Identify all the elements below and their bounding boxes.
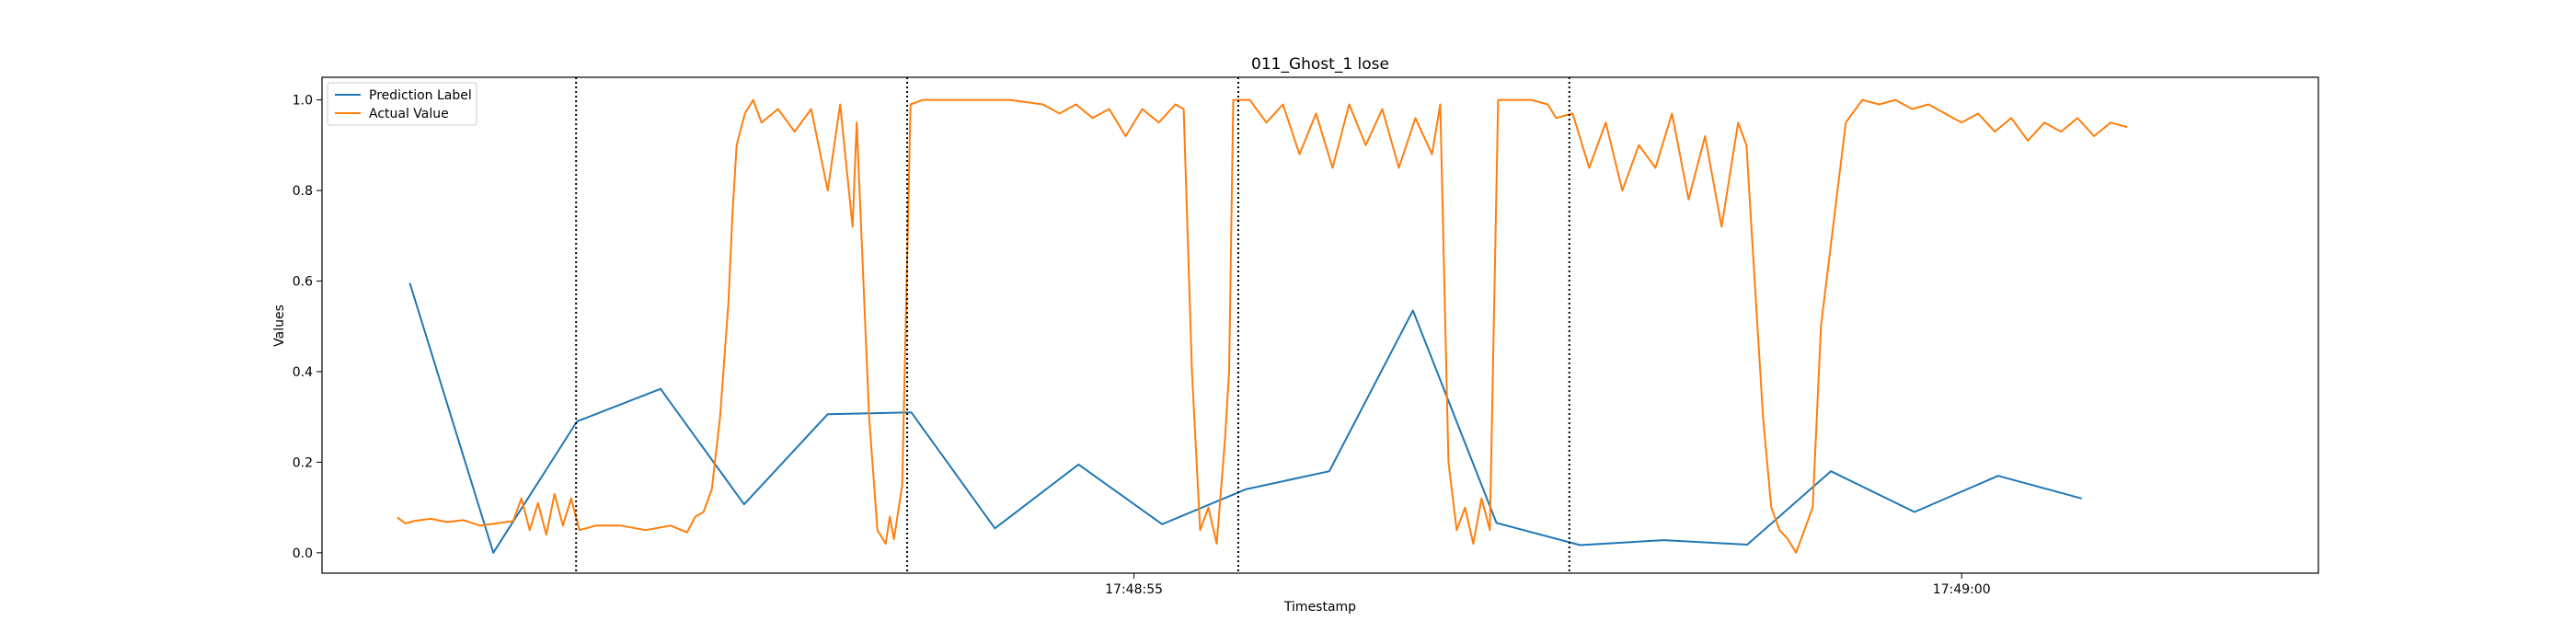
plot-area — [397, 77, 2128, 573]
axes-frame — [321, 76, 2319, 574]
y-tick-label: 0.2 — [293, 455, 313, 470]
legend-label-actual-value: Actual Value — [369, 107, 449, 121]
y-tick-label: 0.0 — [293, 546, 313, 561]
y-axis-label: Values — [272, 305, 287, 347]
legend-box — [327, 82, 477, 126]
y-tick-label: 0.4 — [293, 365, 313, 380]
y-tick-label: 0.6 — [293, 275, 313, 290]
series-line-actual-value — [397, 98, 2128, 554]
x-axis-label: Timestamp — [1283, 600, 1356, 615]
x-tick-label: 17:49:00 — [1933, 582, 1991, 597]
axis-ticks: 0.0 0.2 0.4 0.6 0.8 1.0 17:48:55 17:49:00 — [293, 94, 1991, 597]
y-tick-label: 1.0 — [293, 94, 313, 109]
y-tick-label: 0.8 — [293, 184, 313, 199]
x-tick-label: 17:48:55 — [1105, 582, 1163, 597]
series-line-prediction-label — [408, 282, 2082, 554]
chart-title: 011_Ghost_1 lose — [1251, 55, 1389, 74]
legend: Prediction Label Actual Value — [327, 82, 477, 126]
legend-label-prediction-label: Prediction Label — [369, 88, 472, 103]
